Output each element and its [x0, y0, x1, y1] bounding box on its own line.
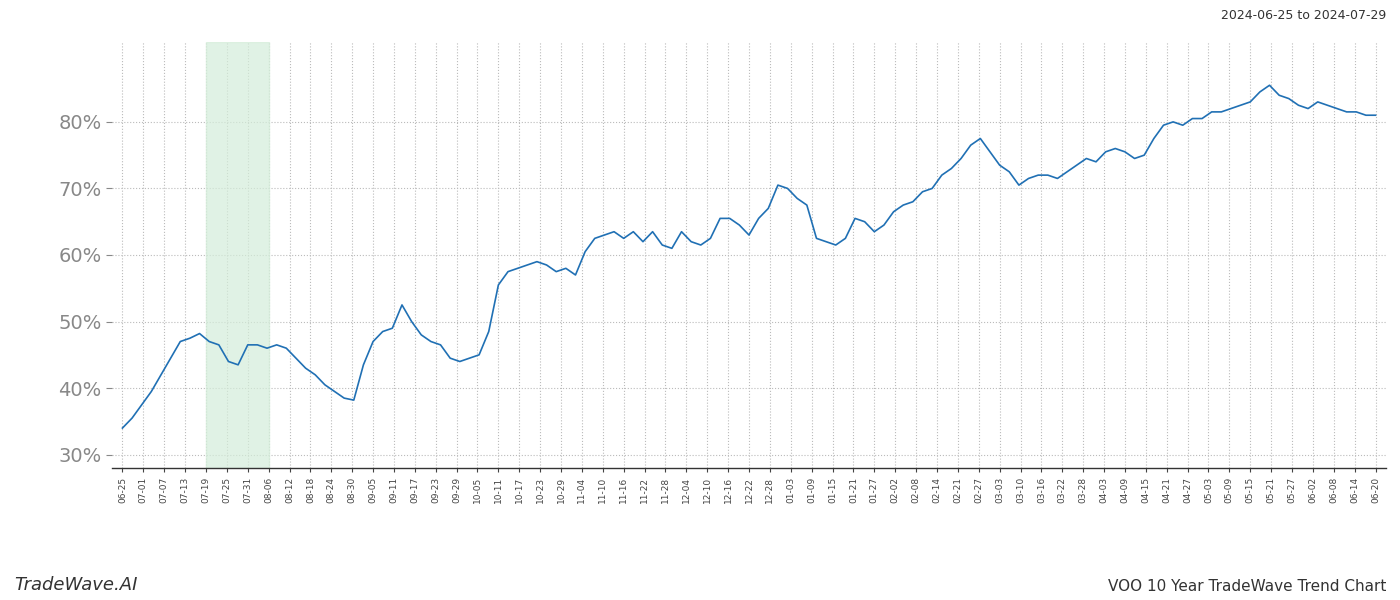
- Bar: [206, 42, 269, 468]
- Text: TradeWave.AI: TradeWave.AI: [14, 576, 137, 594]
- Text: 2024-06-25 to 2024-07-29: 2024-06-25 to 2024-07-29: [1221, 9, 1386, 22]
- Text: VOO 10 Year TradeWave Trend Chart: VOO 10 Year TradeWave Trend Chart: [1107, 579, 1386, 594]
